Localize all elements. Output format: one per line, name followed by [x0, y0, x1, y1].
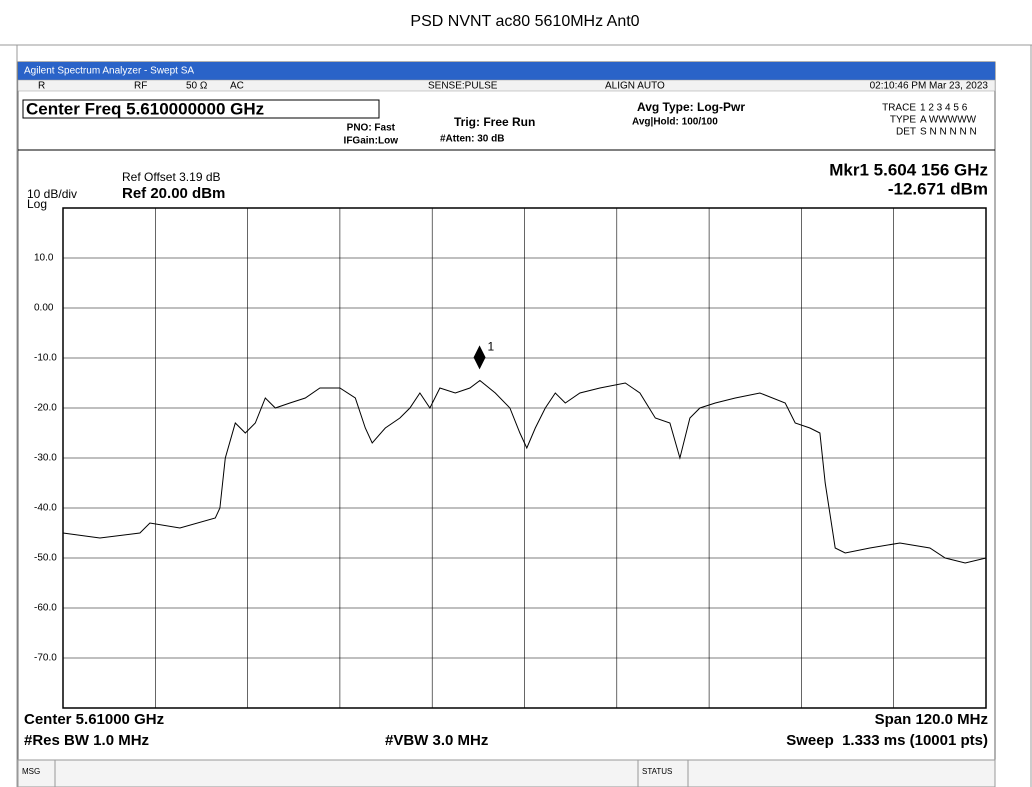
trace — [62, 379, 987, 564]
y-tick-label: -70.0 — [34, 653, 57, 664]
ref-offset: Ref Offset 3.19 dB — [122, 170, 221, 184]
pno: PNO: Fast — [347, 123, 396, 134]
center-freq: Center Freq 5.610000000 GHz — [26, 99, 264, 118]
plot: 10.0 0.00 -10.0 -20.0 -30.0 -40.0 -50.0 -60.0 -7… — [34, 207, 987, 709]
y-tick-label: 10.0 — [34, 253, 54, 264]
status-rf: RF — [134, 81, 147, 92]
scale: 10 dB/div — [27, 187, 77, 201]
scale-type: Log — [27, 197, 47, 211]
footer-span: Span 120.0 MHz — [875, 711, 988, 728]
footer-center: Center 5.61000 GHz — [24, 711, 164, 728]
y-tick-label: -60.0 — [34, 603, 57, 614]
footer-sweep: Sweep 1.333 ms (10001 pts) — [786, 732, 988, 749]
ifgain: IFGain:Low — [344, 136, 399, 147]
footer-rbw: #Res BW 1.0 MHz — [24, 732, 149, 749]
status-label: STATUS — [642, 767, 672, 776]
msg-label: MSG — [22, 767, 40, 776]
message-bar — [17, 759, 996, 787]
y-tick-label: -10.0 — [34, 353, 57, 364]
status-impedance: 50 Ω — [186, 81, 208, 92]
y-tick-label: 0.00 — [34, 303, 54, 314]
atten: #Atten: 30 dB — [440, 134, 504, 145]
y-tick-label: -30.0 — [34, 453, 57, 464]
y-tick-label: -50.0 — [34, 553, 57, 564]
type-label: TYPE — [890, 115, 916, 126]
status-input: R — [38, 81, 45, 92]
avg-hold: Avg|Hold: 100/100 — [632, 117, 718, 128]
center-freq-box — [22, 99, 380, 119]
trace-label: TRACE — [882, 103, 916, 114]
footer-vbw: #VBW 3.0 MHz — [385, 732, 488, 749]
ref-level: Ref 20.00 dBm — [122, 185, 225, 202]
status-coupling: AC — [230, 81, 244, 92]
marker-readout-level: -12.671 dBm — [888, 179, 988, 198]
page-title: PSD NVNT ac80 5610MHz Ant0 — [410, 13, 639, 30]
status-time: 02:10:46 PM Mar 23, 2023 — [870, 81, 989, 92]
det-list: S N N N N N — [920, 127, 977, 138]
trig: Trig: Free Run — [454, 115, 535, 129]
marker — [473, 345, 486, 370]
trace-list: 1 2 3 4 5 6 — [920, 103, 968, 114]
det-label: DET — [896, 127, 916, 138]
status-sense: SENSE:PULSE — [428, 81, 498, 92]
y-tick-label: -20.0 — [34, 403, 57, 414]
marker-label: 1 — [488, 340, 495, 354]
marker-readout-freq: Mkr1 5.604 156 GHz — [829, 160, 988, 179]
avg-type: Avg Type: Log-Pwr — [637, 100, 745, 114]
window-title: Agilent Spectrum Analyzer - Swept SA — [24, 66, 194, 77]
window-titlebar — [18, 62, 995, 80]
type-list: A WWWWW — [920, 115, 977, 126]
status-bar — [17, 79, 996, 92]
y-tick-label: -40.0 — [34, 503, 57, 514]
status-align: ALIGN AUTO — [605, 81, 665, 92]
